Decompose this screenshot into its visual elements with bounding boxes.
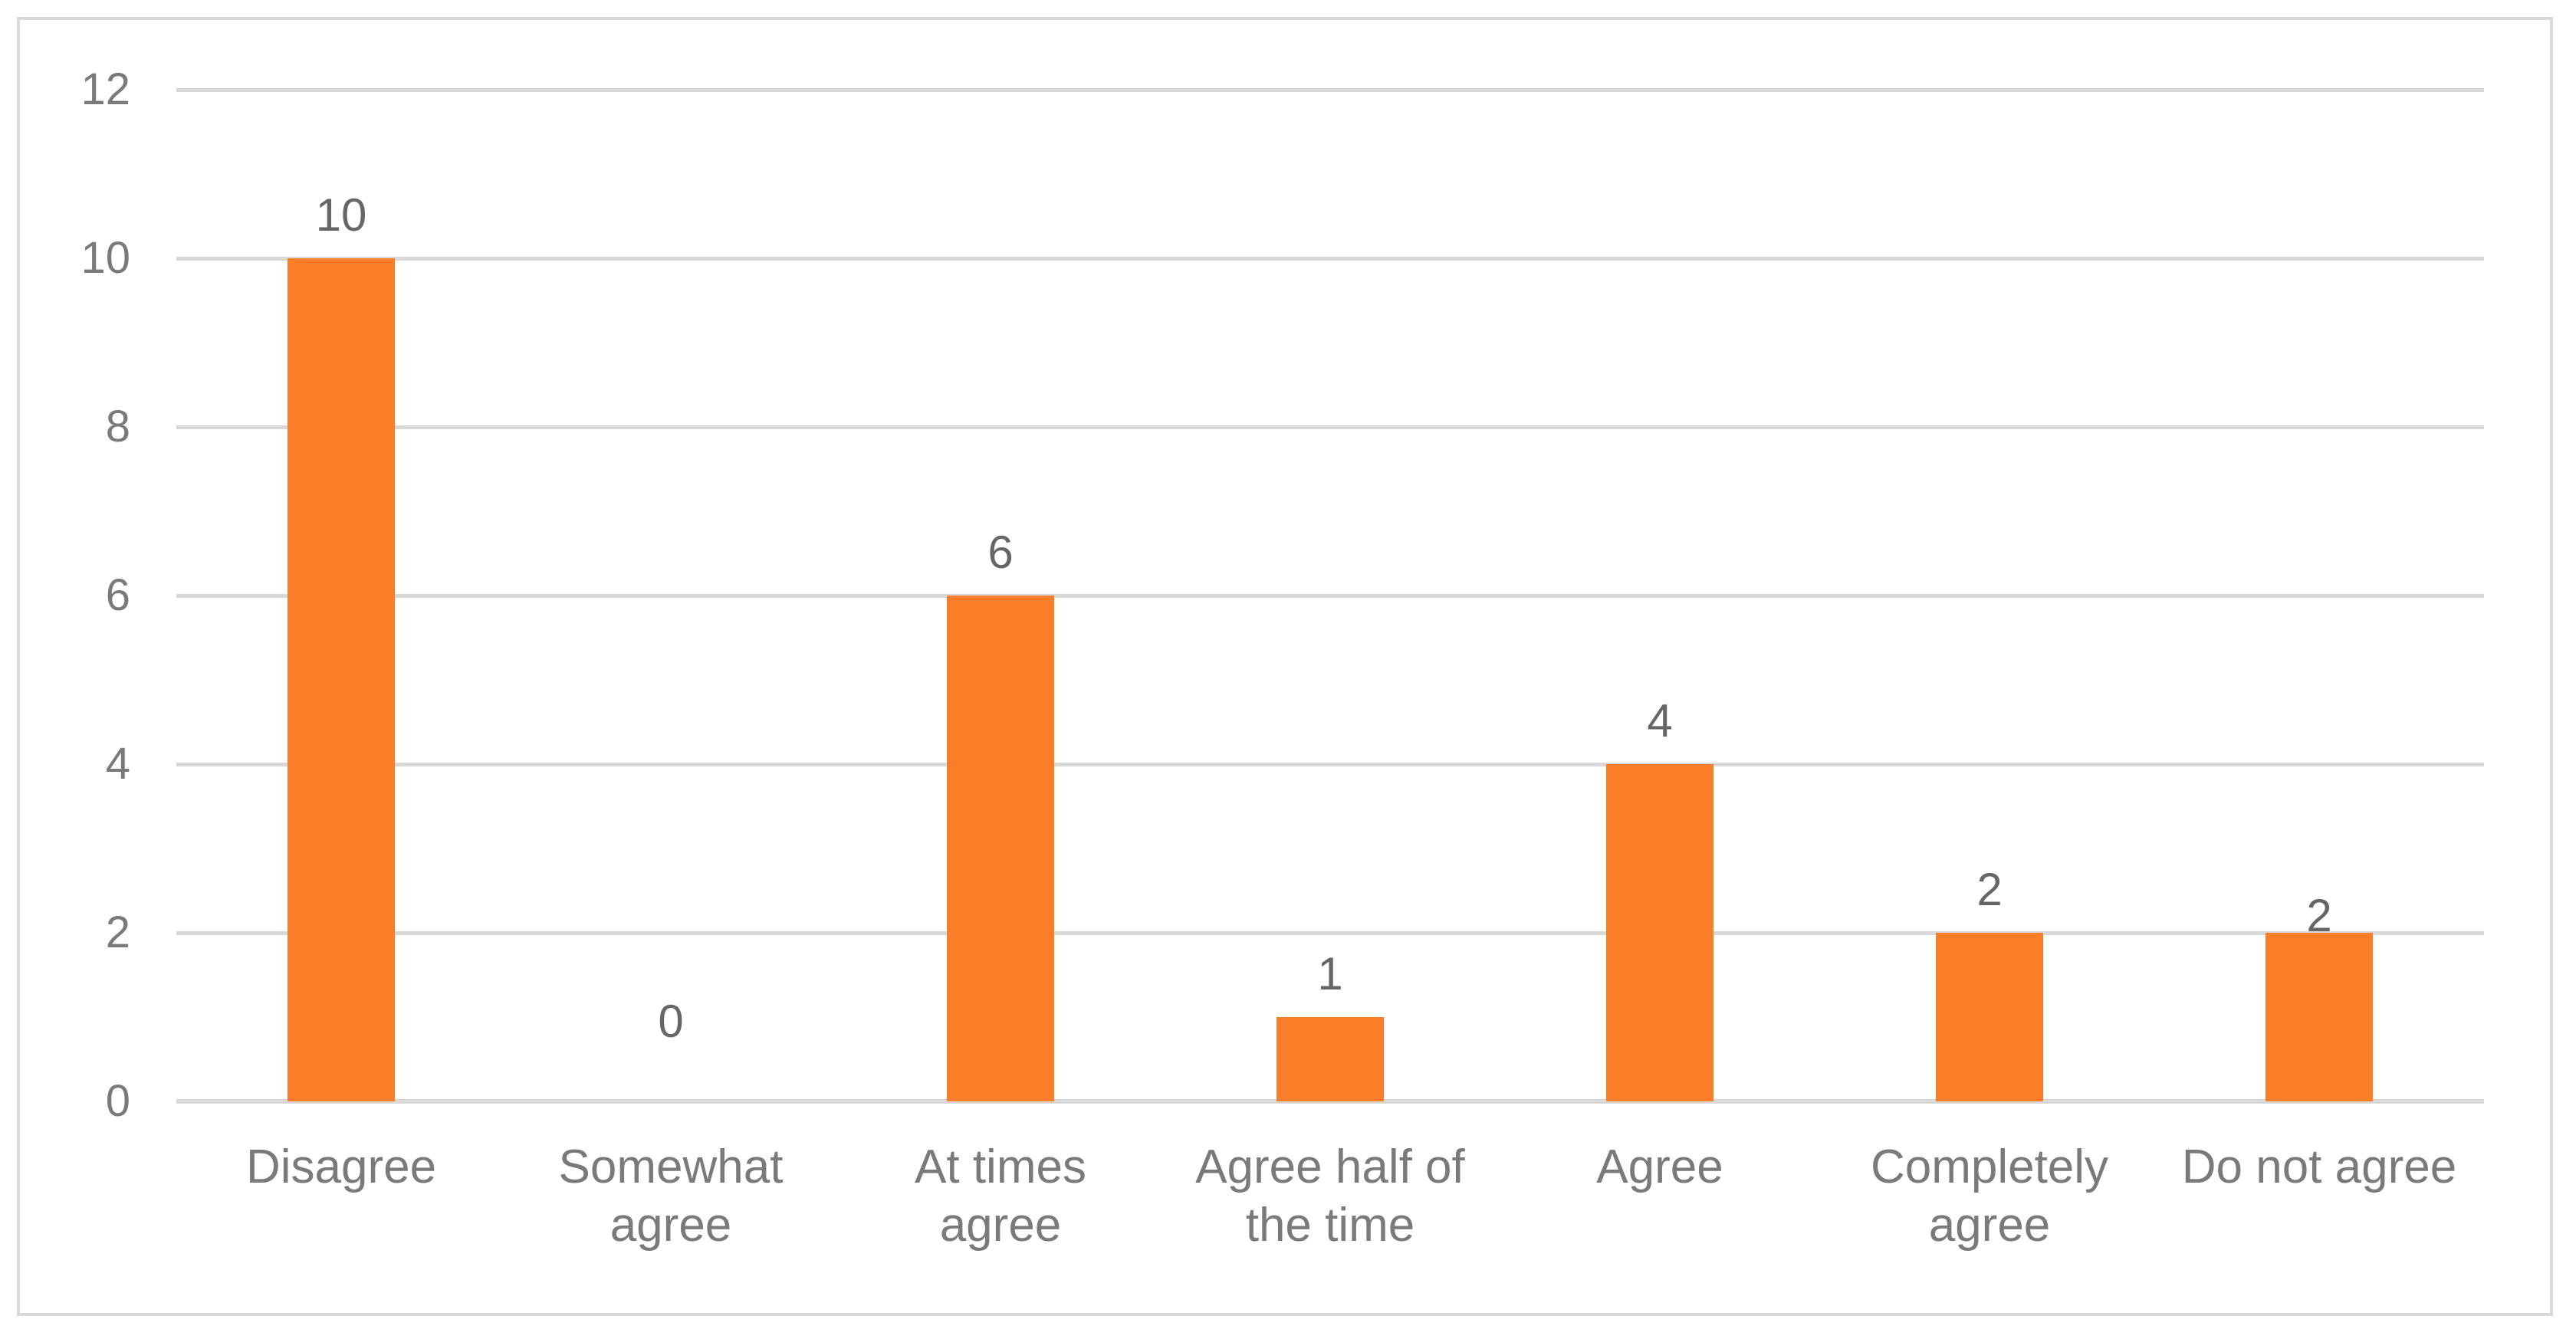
bar-do-not-agree: [2266, 933, 2373, 1101]
category-label-completely-agree: Completely agree: [1870, 1140, 2109, 1252]
gridline-y-10: [176, 257, 2484, 261]
data-label-value: 2: [1976, 864, 2003, 915]
x-axis-line: [176, 1099, 2484, 1104]
data-label-value: 2: [2306, 890, 2332, 941]
category-label-do-not-agree: Do not agree: [2181, 1140, 2457, 1193]
y-tick-label-12: 12: [80, 64, 130, 114]
gridline-y-8: [176, 425, 2484, 429]
data-label-value: 6: [987, 527, 1014, 578]
y-tick-label-10: 10: [80, 233, 130, 283]
bar-agree-half-of-the-time: [1276, 1017, 1384, 1101]
y-tick-label-4: 4: [105, 739, 130, 789]
category-label-agree-half-of-the-time: Agree half of the time: [1195, 1140, 1465, 1252]
gridline-y-12: [176, 88, 2484, 92]
gridline-y-6: [176, 594, 2484, 598]
y-tick-label-8: 8: [105, 402, 130, 451]
y-tick-label-6: 6: [105, 570, 130, 620]
data-label-value: 4: [1647, 695, 1673, 747]
category-label-agree: Agree: [1596, 1140, 1723, 1193]
bar-agree: [1606, 764, 1714, 1101]
category-label-at-times-agree: At times agree: [915, 1140, 1086, 1252]
category-label-somewhat-agree: Somewhat agree: [558, 1140, 784, 1252]
bar-disagree: [288, 258, 395, 1101]
bar-completely-agree: [1936, 933, 2043, 1101]
data-label-value: 10: [315, 189, 367, 241]
bar-at-times-agree: [947, 596, 1054, 1101]
y-tick-label-0: 0: [105, 1076, 130, 1126]
data-label-value: 0: [658, 996, 684, 1047]
data-label-value: 1: [1317, 948, 1343, 999]
gridline-y-4: [176, 763, 2484, 766]
y-tick-label-2: 2: [105, 907, 130, 957]
gridline-y-2: [176, 931, 2484, 935]
category-label-disagree: Disagree: [245, 1140, 437, 1193]
